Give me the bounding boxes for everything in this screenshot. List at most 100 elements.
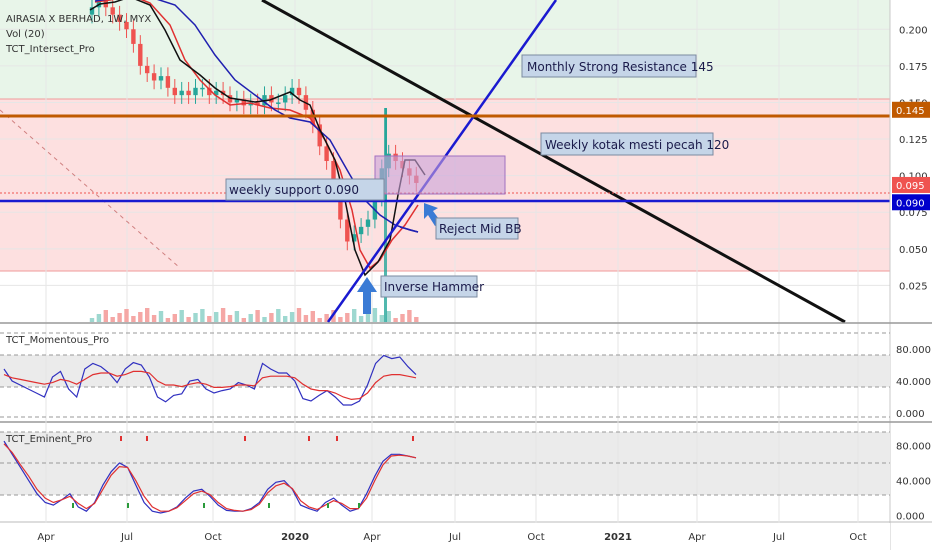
oscillator-line [3,370,417,401]
price-tag-label: 0.145 [896,106,925,117]
volume-bar [407,310,412,322]
volume-bar [303,315,309,322]
sell-marker [146,436,148,441]
buy-marker [203,503,205,508]
annotation-reject-mid-bb: Reject Mid BB [439,222,522,236]
candle-body [207,87,212,96]
volume-bar [172,314,177,322]
volume-bar [220,308,226,322]
volume-bar [393,318,398,322]
volume-bar [324,314,329,322]
volume-bar [103,310,108,322]
price-tick-label: 0.175 [899,62,928,73]
volume-bar [158,311,164,322]
sell-marker [412,436,414,441]
price-axis[interactable] [890,0,932,322]
candle-body [338,190,343,220]
buy-marker [327,503,329,508]
candle-body [372,197,378,220]
volume-bar [165,318,171,322]
sell-marker [244,436,246,441]
time-tick-label: Apr [688,532,706,543]
sell-marker [336,436,338,441]
buy-marker [72,503,74,508]
candle-body [158,76,164,81]
time-tick-label: Oct [849,532,866,543]
annotation-monthly-resistance: Monthly Strong Resistance 145 [527,60,714,74]
candle-body [345,219,350,242]
price-tag-label: 0.095 [896,181,925,192]
price-tag-label: 0.090 [896,198,925,209]
candle-body [151,73,157,81]
volume-bar [379,315,384,322]
blue-moving-average [94,0,419,233]
candle-body [165,76,171,88]
breakout-box [374,155,506,195]
time-tick-label: Oct [204,532,221,543]
candle-body [186,90,191,96]
annotation-inverse-hammer-box [380,275,478,298]
candle-body [89,7,95,15]
volume-bar [262,317,267,322]
eminent-pane-title: TCT_Eminent_Pro [5,434,92,445]
volume-bar [276,309,281,322]
candle-body [214,90,219,96]
candle-body [358,226,364,235]
time-tick-label: Jul [772,532,785,543]
volume-bar [255,310,260,322]
annotation-reject-mid-bb-box [435,217,519,240]
volume-bar [296,308,302,322]
momentum-pane-title: TCT_Momentous_Pro [5,335,109,346]
volume-bar [96,314,102,322]
buy-marker [127,503,129,508]
annotation-weekly-kotak: Weekly kotak mesti pecah 120 [545,138,729,152]
annotation-weekly-kotak-box [540,132,714,156]
price-tick-label: 0.075 [899,208,928,219]
volume-bar [372,308,378,322]
candle-body [365,219,371,227]
volume-bar [241,318,246,322]
candle-body [331,161,336,191]
volume-bar [234,311,240,322]
momentum-band [0,355,890,387]
candle-body [234,99,240,103]
volume-bar [317,318,322,322]
candle-body [255,102,260,106]
volume-bar [151,315,157,322]
price-tag [892,176,930,193]
black-bb-line [89,0,426,277]
volume-bar [200,309,205,322]
eminent-signal-markers [72,436,414,508]
volume-bar [248,314,253,322]
oscillator-tick-label: 80.000 [896,442,931,453]
volume-bars [89,108,419,322]
volume-bar [289,312,295,322]
candle-body [352,234,357,242]
candle-body [296,87,302,96]
volume-bar [365,312,371,322]
candle-body [200,87,205,90]
candle-body [289,87,295,96]
volume-bar [186,317,191,322]
time-tick-label: Oct [527,532,544,543]
sell-marker [120,436,122,441]
volume-bar [131,316,136,322]
volume-bar [207,316,212,322]
time-tick-label: 2020 [281,532,309,543]
sell-marker [308,436,310,441]
volume-bar [179,310,184,322]
candle-body [110,7,115,15]
oscillator-tick-label: 40.000 [896,377,931,388]
oscillator-line [3,354,417,406]
oscillator-tick-label: 40.000 [896,477,931,488]
candle-body [145,65,150,74]
annotation-weekly-support-box [225,178,385,201]
oscillator-tick-label: 80.000 [896,345,931,356]
indicator-vol: Vol (20) [6,29,45,40]
volume-bar [214,312,219,322]
candle-body [227,95,233,103]
volume-bar [283,316,288,322]
symbol-title: AIRASIA X BERHAD, 1W, MYX [6,14,151,25]
time-axis[interactable] [0,523,890,550]
